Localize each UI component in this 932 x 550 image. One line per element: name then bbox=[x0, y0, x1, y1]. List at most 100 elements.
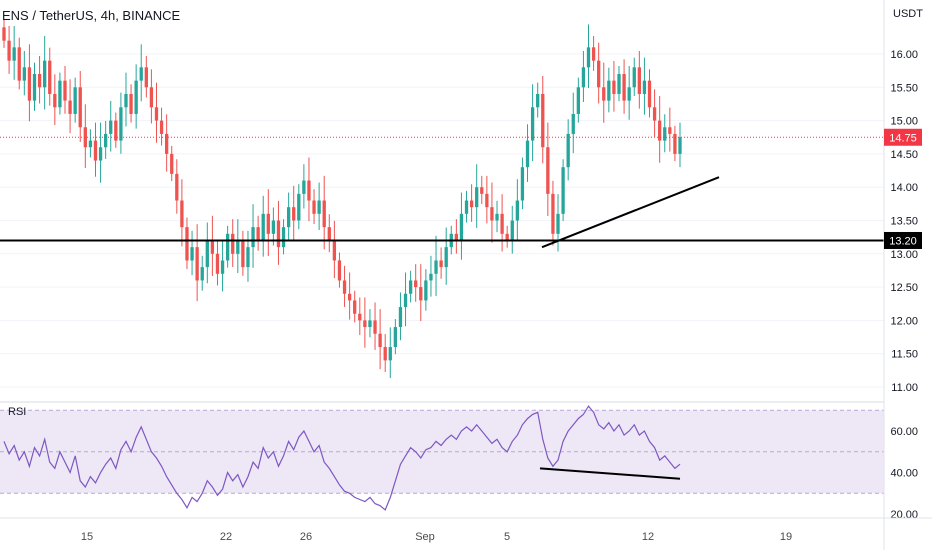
candle-body bbox=[175, 173, 179, 201]
candle bbox=[63, 65, 67, 114]
candle-body bbox=[393, 327, 398, 348]
candle-body bbox=[124, 93, 128, 108]
candle-body bbox=[444, 247, 448, 268]
candle-body bbox=[536, 93, 540, 108]
candle bbox=[266, 189, 270, 256]
candle-body bbox=[149, 87, 154, 108]
candle-body bbox=[332, 240, 337, 261]
candle bbox=[134, 64, 138, 129]
candle bbox=[439, 247, 443, 279]
candle bbox=[530, 84, 535, 162]
candle bbox=[164, 114, 169, 172]
candle bbox=[678, 122, 682, 168]
candle bbox=[225, 225, 230, 268]
candle bbox=[307, 157, 311, 222]
rsi-label: RSI bbox=[8, 406, 26, 418]
candle bbox=[525, 124, 530, 182]
rsi-divergence-line bbox=[539, 467, 681, 480]
candle-body bbox=[170, 153, 174, 174]
candle-body bbox=[378, 333, 382, 348]
candle bbox=[124, 72, 128, 127]
candle-body bbox=[576, 87, 580, 114]
candle-body bbox=[32, 73, 37, 101]
candle-body bbox=[114, 120, 118, 141]
candle bbox=[337, 252, 342, 288]
candle bbox=[114, 112, 118, 148]
candle bbox=[220, 240, 225, 292]
candle bbox=[78, 70, 82, 142]
candle bbox=[297, 184, 301, 230]
candle bbox=[673, 125, 677, 162]
candle bbox=[612, 60, 616, 112]
price-tick-label: 15.50 bbox=[890, 82, 918, 94]
candle-body bbox=[83, 127, 87, 148]
candle bbox=[261, 195, 265, 257]
candle bbox=[312, 189, 316, 225]
candle-body bbox=[520, 167, 525, 201]
candle-body bbox=[225, 233, 230, 261]
candle-body bbox=[48, 60, 52, 94]
candle-body bbox=[342, 280, 347, 294]
candle-body bbox=[525, 140, 530, 168]
candle bbox=[652, 89, 657, 137]
price-tick-label: 14.50 bbox=[890, 149, 918, 161]
candle-body bbox=[88, 140, 93, 148]
price-tick-label: 12.50 bbox=[890, 282, 918, 294]
candle bbox=[469, 184, 474, 222]
candle bbox=[73, 77, 77, 123]
candle-body bbox=[180, 200, 184, 228]
candle bbox=[88, 129, 93, 158]
candle-body bbox=[500, 213, 504, 234]
candle bbox=[571, 92, 575, 154]
candle bbox=[668, 107, 672, 152]
candle bbox=[129, 84, 133, 123]
candle bbox=[566, 119, 570, 181]
candle bbox=[368, 309, 372, 338]
candle bbox=[154, 82, 159, 143]
candle bbox=[292, 185, 296, 240]
candle bbox=[231, 219, 235, 267]
time-tick-label: 15 bbox=[81, 531, 93, 543]
candle bbox=[388, 327, 392, 379]
candle-body bbox=[597, 60, 601, 88]
trend-line bbox=[541, 176, 720, 249]
candle-body bbox=[307, 180, 311, 201]
candle-body bbox=[337, 260, 342, 281]
candle-body bbox=[302, 180, 306, 194]
candle-body bbox=[144, 67, 148, 88]
candle-body bbox=[434, 260, 438, 274]
candle-body bbox=[530, 107, 535, 141]
candle bbox=[256, 215, 260, 251]
price-axis[interactable]: 16.00 15.50 15.00 14.50 14.00 13.50 13.00 12.50… bbox=[890, 49, 918, 394]
candle bbox=[536, 82, 540, 118]
candle bbox=[48, 47, 52, 106]
candle-body bbox=[68, 100, 72, 114]
candle bbox=[83, 104, 87, 168]
candle bbox=[393, 319, 398, 355]
candle-body bbox=[556, 213, 560, 234]
candle bbox=[500, 194, 504, 252]
candle-body bbox=[586, 47, 591, 68]
candle bbox=[27, 44, 32, 122]
candle-body bbox=[266, 213, 270, 234]
candle bbox=[93, 122, 98, 177]
candle-body bbox=[408, 280, 413, 294]
time-axis[interactable]: 15 22 26 Sep 5 12 19 bbox=[81, 531, 792, 543]
rsi-band bbox=[0, 409, 884, 494]
candle-body bbox=[612, 80, 616, 94]
candle-body bbox=[622, 73, 626, 101]
candle-body bbox=[495, 213, 499, 221]
candle bbox=[68, 79, 72, 134]
level-price-label: 13.20 bbox=[889, 235, 917, 247]
candle-body bbox=[637, 67, 641, 94]
price-tick-label: 11.50 bbox=[891, 349, 918, 361]
candle-body bbox=[652, 107, 657, 121]
candle bbox=[510, 205, 514, 254]
candle-body bbox=[347, 293, 352, 301]
candle bbox=[627, 65, 631, 120]
price-tick-label: 11.00 bbox=[891, 382, 918, 394]
candle-body bbox=[93, 140, 98, 161]
candle bbox=[576, 77, 580, 123]
candle bbox=[53, 74, 57, 125]
